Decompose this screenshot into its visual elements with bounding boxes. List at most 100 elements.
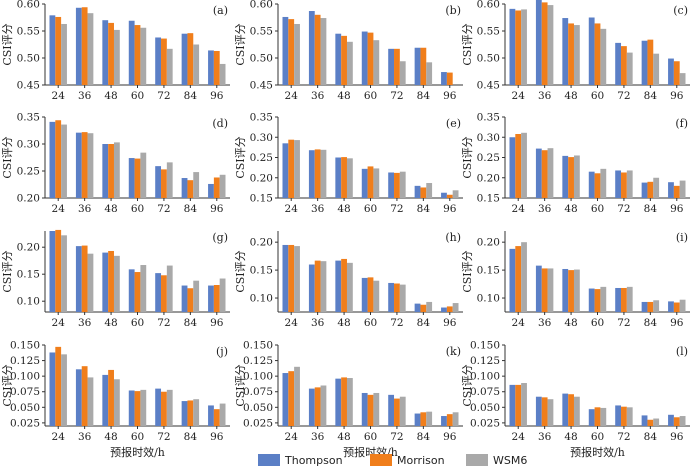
x-tick-label: 36 (538, 90, 552, 102)
bar-morrison-72 (621, 46, 627, 85)
bar-morrison-24 (515, 134, 522, 198)
x-tick-label: 24 (512, 431, 526, 443)
y-tick-label: 0.45 (250, 80, 273, 92)
bar-thompson-36 (535, 396, 542, 426)
bar-wsm6-36 (320, 385, 327, 426)
bar-wsm6-60 (373, 392, 380, 426)
bar-wsm6-60 (140, 389, 147, 426)
y-tick-label: 0.125 (470, 355, 500, 367)
bar-morrison-60 (367, 394, 374, 426)
bar-thompson-48 (562, 268, 569, 312)
bar-wsm6-72 (399, 284, 406, 312)
x-tick-label: 36 (78, 203, 92, 215)
panel-label: (j) (216, 345, 228, 358)
bar-thompson-72 (155, 166, 162, 198)
bar-morrison-36 (81, 7, 88, 86)
x-tick-label: 36 (78, 90, 92, 102)
bar-wsm6-48 (573, 25, 580, 86)
x-tick-label: 84 (644, 431, 658, 443)
bar-wsm6-60 (373, 280, 380, 312)
bar-thompson-24 (49, 231, 56, 312)
bar-wsm6-96 (679, 180, 686, 198)
x-tick-label: 72 (617, 203, 630, 215)
bar-thompson-36 (535, 0, 542, 85)
bar-morrison-36 (541, 150, 548, 198)
x-tick-label: 24 (52, 317, 66, 329)
x-tick-label: 84 (184, 203, 198, 215)
y-tick-label: 0.100 (10, 371, 40, 383)
bar-thompson-48 (335, 260, 342, 312)
bar-morrison-36 (314, 14, 321, 85)
y-axis-label: CSI评分 (461, 250, 474, 292)
legend-item-morrison: Morrison (370, 454, 445, 467)
bar-thompson-36 (75, 7, 82, 86)
bar-wsm6-72 (399, 171, 406, 198)
bar-wsm6-36 (320, 18, 327, 85)
bar-morrison-24 (55, 346, 62, 426)
x-tick-label: 48 (337, 90, 350, 102)
bar-morrison-96 (446, 72, 453, 85)
bar-thompson-24 (282, 16, 289, 85)
bar-thompson-48 (102, 20, 109, 86)
bar-wsm6-60 (140, 265, 147, 312)
bar-morrison-84 (647, 181, 654, 198)
bar-thompson-48 (102, 252, 109, 312)
bar-thompson-48 (562, 393, 569, 426)
x-tick-label: 36 (538, 203, 552, 215)
bar-wsm6-48 (573, 396, 580, 426)
bar-thompson-72 (388, 48, 395, 85)
bar-wsm6-48 (346, 378, 353, 426)
bar-morrison-36 (81, 132, 88, 198)
x-tick-label: 96 (443, 431, 457, 443)
bar-thompson-24 (49, 352, 56, 426)
x-tick-label: 60 (591, 317, 604, 329)
bar-morrison-24 (515, 10, 522, 86)
y-axis-label: CSI评分 (234, 23, 247, 65)
bar-wsm6-36 (87, 133, 94, 198)
bar-thompson-48 (562, 18, 569, 85)
bar-wsm6-72 (626, 52, 633, 85)
bar-morrison-24 (288, 244, 295, 312)
y-tick-label: 0.50 (17, 53, 40, 65)
bar-morrison-96 (446, 306, 453, 312)
legend-label: WSM6 (493, 454, 527, 467)
bar-wsm6-24 (294, 140, 300, 198)
bar-morrison-96 (673, 302, 680, 312)
bar-morrison-60 (594, 23, 601, 85)
x-tick-label: 60 (591, 203, 604, 215)
y-tick-label: 0.60 (17, 0, 40, 11)
bar-wsm6-48 (573, 155, 580, 198)
bar-thompson-24 (509, 8, 516, 85)
bar-wsm6-36 (547, 268, 554, 312)
bar-thompson-24 (509, 137, 516, 198)
bar-morrison-48 (341, 258, 347, 312)
bar-thompson-72 (388, 172, 395, 198)
bar-morrison-48 (341, 157, 347, 198)
x-tick-label: 48 (104, 431, 117, 443)
y-tick-label: 0.20 (250, 237, 273, 249)
bar-wsm6-84 (193, 44, 200, 85)
bar-morrison-72 (161, 275, 167, 312)
bar-wsm6-24 (294, 23, 300, 85)
x-tick-label: 96 (670, 90, 684, 102)
bar-morrison-60 (594, 407, 601, 426)
bar-wsm6-84 (193, 172, 200, 198)
x-tick-label: 60 (591, 431, 604, 443)
bar-morrison-60 (594, 173, 601, 198)
bar-thompson-60 (588, 17, 595, 85)
bar-thompson-24 (282, 244, 289, 312)
panel-label: (i) (676, 231, 688, 244)
bar-thompson-60 (361, 168, 368, 198)
x-tick-label: 72 (157, 317, 170, 329)
panel-label: (e) (446, 117, 461, 130)
bar-thompson-36 (75, 246, 82, 312)
panel-label: (b) (445, 4, 461, 17)
bar-morrison-84 (187, 33, 194, 85)
bar-thompson-48 (102, 374, 109, 426)
y-axis-label: CSI评分 (461, 23, 474, 65)
bar-thompson-72 (155, 273, 162, 312)
x-tick-label: 84 (417, 317, 431, 329)
x-tick-label: 48 (564, 431, 577, 443)
